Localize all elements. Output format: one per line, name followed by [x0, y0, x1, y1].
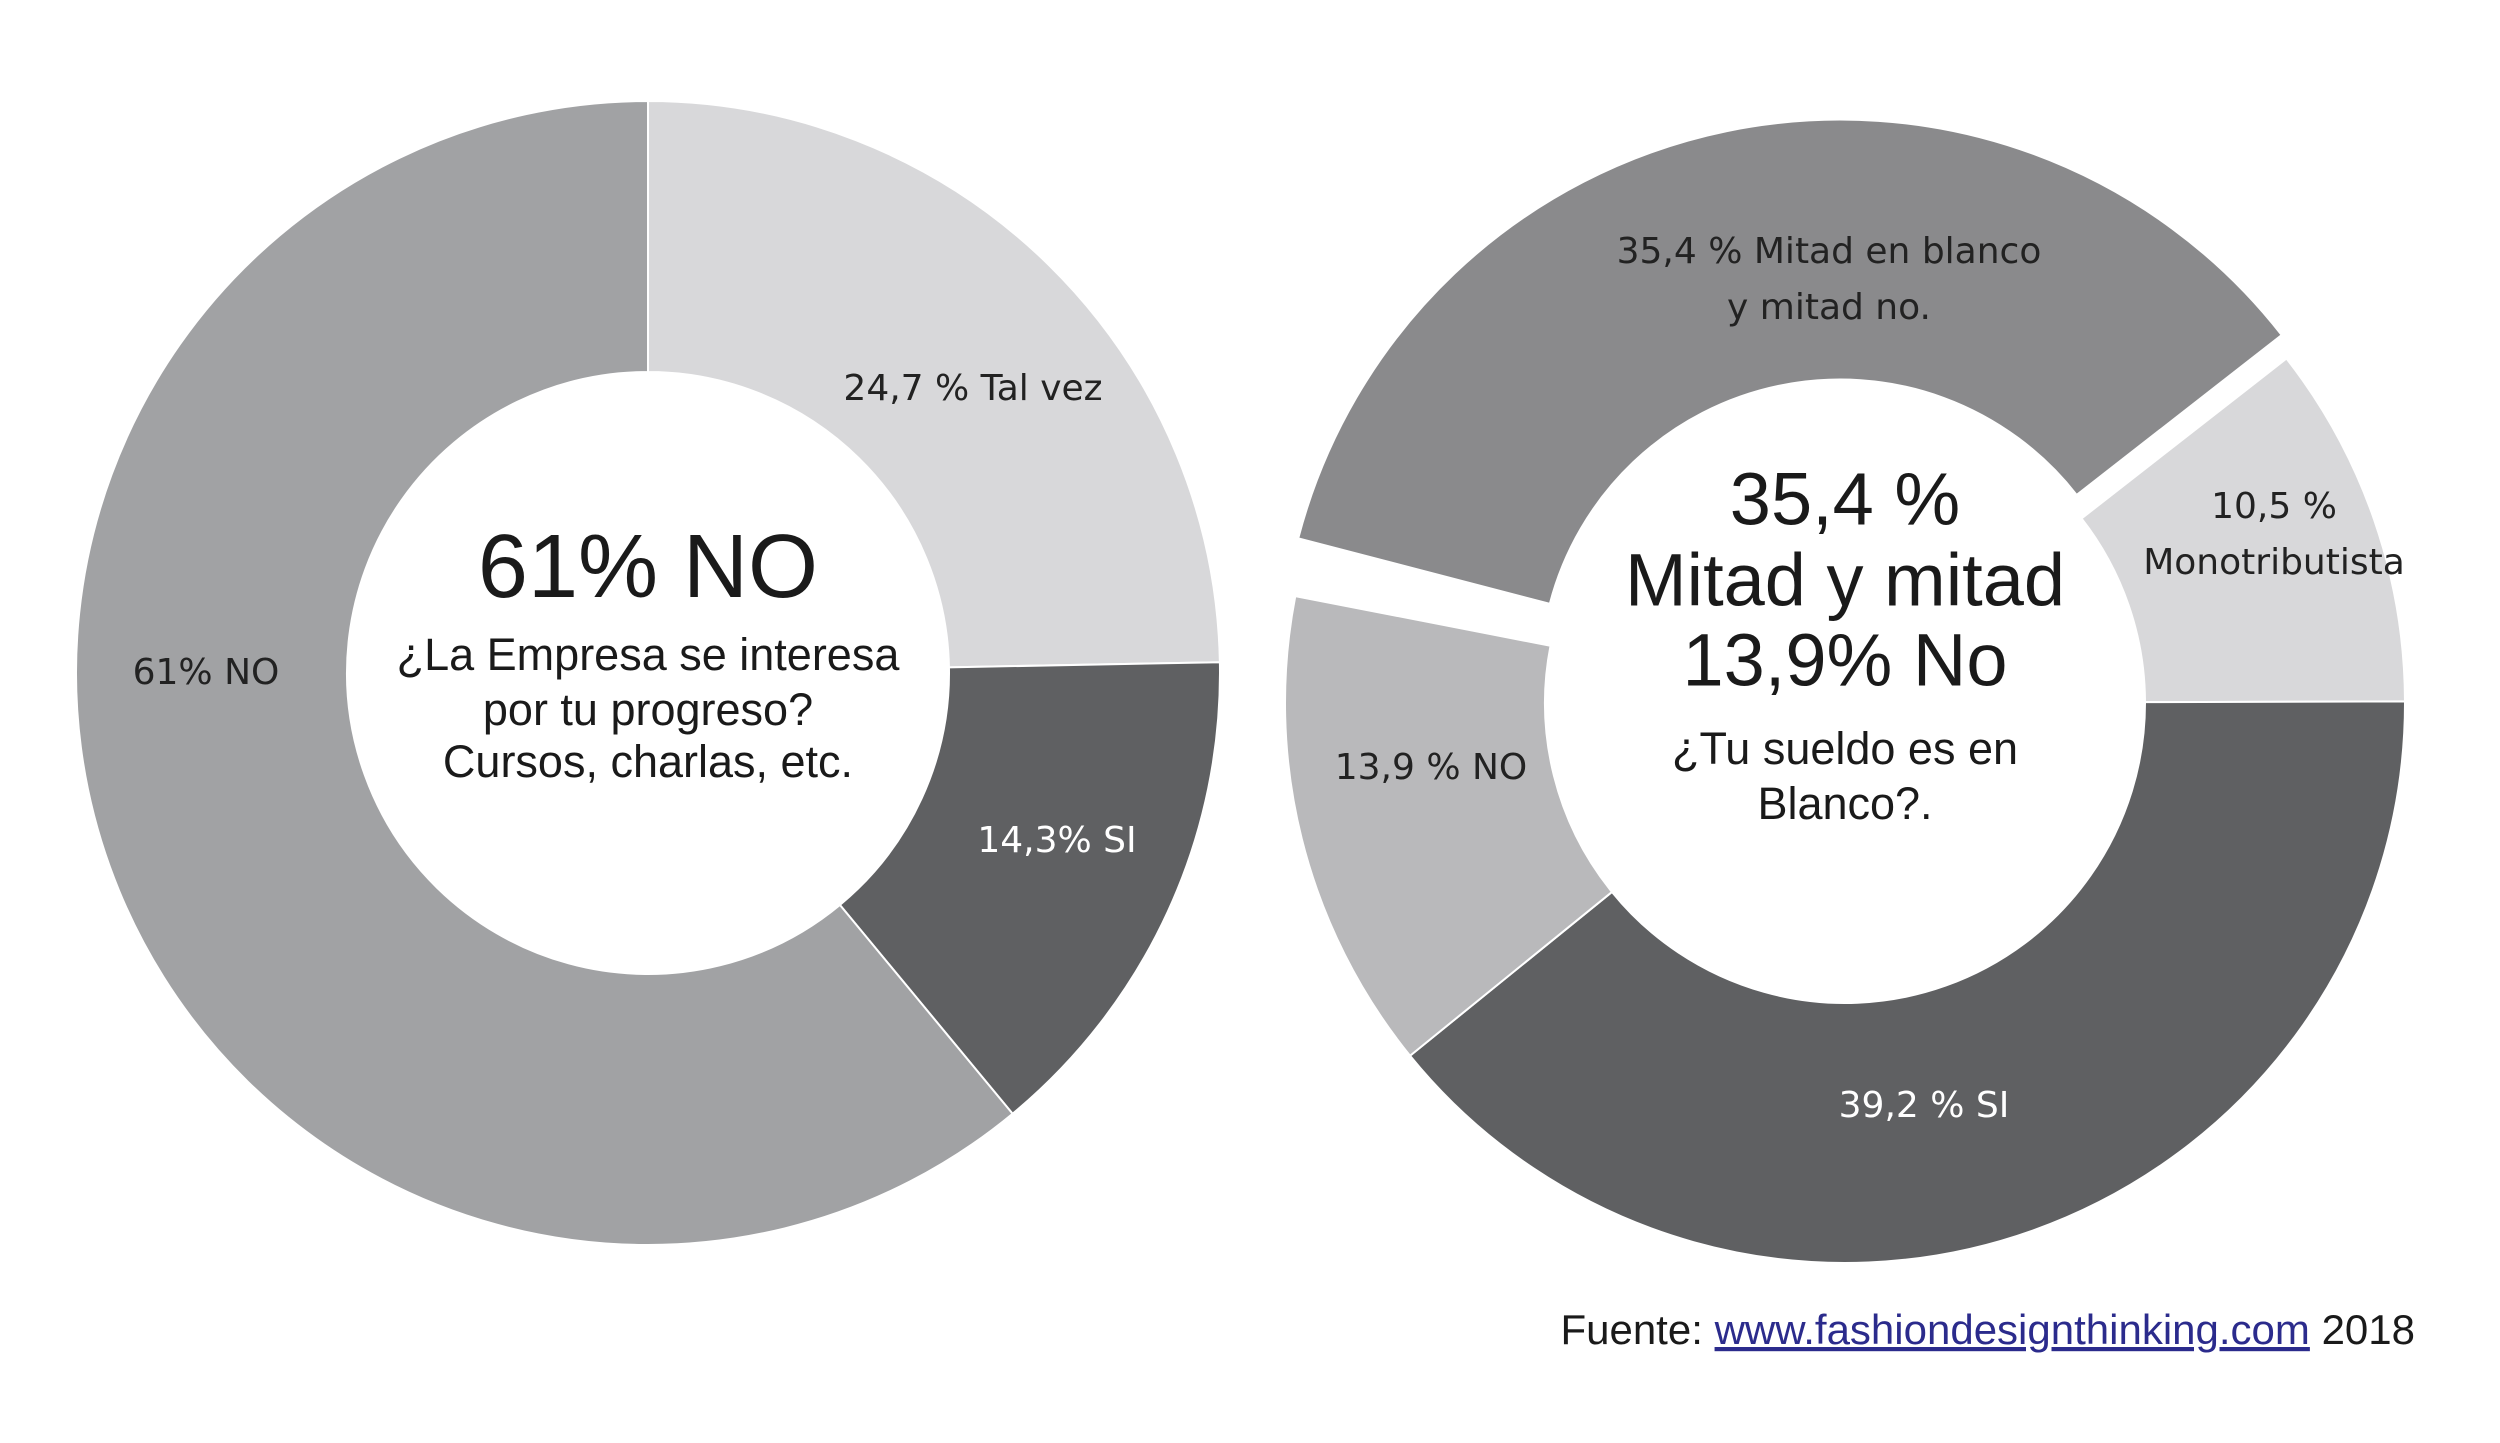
source: Fuente: www.fashiondesignthinking.com 20…	[1560, 1306, 2415, 1353]
donut-slice	[838, 661, 1221, 1116]
donut-slice	[1408, 700, 2407, 1264]
slice-label: 61% NO	[133, 652, 280, 693]
center-title: Mitad y mitad	[1625, 539, 2065, 622]
slice-label: 24,7 % Tal vez	[843, 368, 1102, 409]
center-question: por tu progreso?	[483, 684, 813, 735]
center-question: ¿Tu sueldo es en	[1672, 723, 2018, 774]
donut-slice	[2080, 357, 2407, 704]
donut-slice	[1284, 594, 1614, 1058]
center-title: 13,9% No	[1683, 619, 2008, 702]
source-year: 2018	[2322, 1306, 2415, 1353]
slice-label: 13,9 % NO	[1335, 747, 1528, 788]
source-link[interactable]: www.fashiondesignthinking.com	[1714, 1306, 2310, 1353]
center-question: Blanco?.	[1757, 778, 1932, 829]
slice-label: 35,4 % Mitad en blanco y mitad no.	[1617, 231, 2042, 328]
slice-label: 39,2 % SI	[1839, 1085, 2010, 1126]
center-title: 61% NO	[478, 517, 818, 617]
center-question: Cursos, charlas, etc.	[443, 736, 853, 787]
donut-slice	[647, 99, 1221, 669]
center-question: ¿La Empresa se interesa	[397, 629, 901, 680]
source-prefix: Fuente:	[1560, 1306, 1702, 1353]
center-title: 35,4 %	[1730, 458, 1960, 541]
donut-slice	[75, 99, 1015, 1246]
slice-label: 10,5 % Monotributista	[2143, 486, 2405, 583]
donut-slice	[1296, 118, 2284, 606]
slice-label: 14,3% SI	[977, 820, 1136, 861]
